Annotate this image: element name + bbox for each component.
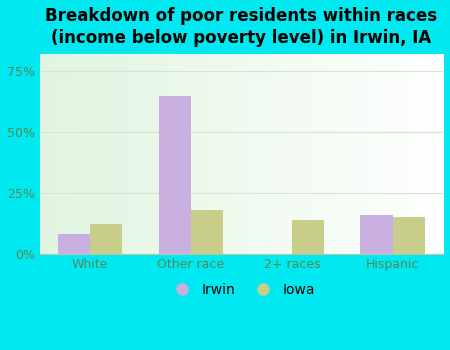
Bar [360, 215, 393, 253]
Bar [292, 219, 324, 253]
Bar [58, 234, 90, 253]
Bar [90, 224, 122, 253]
Bar [191, 210, 223, 253]
Bar [159, 96, 191, 253]
Legend: Irwin, Iowa: Irwin, Iowa [162, 277, 320, 302]
Bar [393, 217, 425, 253]
Title: Breakdown of poor residents within races
(income below poverty level) in Irwin, : Breakdown of poor residents within races… [45, 7, 437, 47]
